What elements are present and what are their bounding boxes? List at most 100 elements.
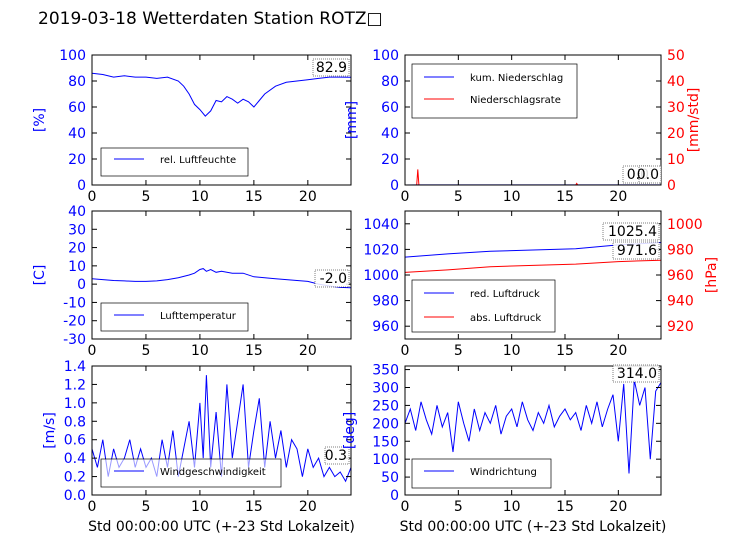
y2-tick-label: 940 — [667, 294, 694, 310]
y-axis-label: [deg] — [342, 412, 358, 449]
y-tick-label: 20 — [381, 152, 399, 168]
x-tick-label: 20 — [609, 499, 627, 515]
y2-tick-label: 1000 — [667, 217, 703, 233]
x-tick-label: 15 — [245, 189, 263, 205]
series-line — [91, 72, 352, 117]
y-tick-label: 300 — [372, 381, 399, 397]
y-tick-label: 0.6 — [64, 433, 86, 449]
x-tick-label: 20 — [609, 189, 627, 205]
value-annotation: 82.9 — [316, 60, 347, 76]
y-tick-label: 30 — [68, 222, 86, 238]
y2-tick-label: 920 — [667, 319, 694, 335]
x-tick-label: 10 — [191, 189, 209, 205]
series-line — [404, 259, 662, 273]
series-line — [405, 169, 661, 186]
value-annotation: 1025.4 — [608, 224, 657, 240]
x-tick-label: 0 — [401, 499, 410, 515]
y-tick-label: 350 — [372, 363, 399, 379]
y-tick-label: 1020 — [363, 242, 399, 258]
y-tick-label: 1040 — [363, 217, 399, 233]
legend-label: rel. Luftfeuchte — [160, 155, 236, 166]
y-tick-label: 80 — [381, 74, 399, 90]
x-tick-label: 10 — [503, 343, 521, 359]
y2-tick-label: 20 — [667, 126, 685, 142]
y-tick-label: 1.2 — [64, 377, 86, 393]
plot-frame — [91, 54, 352, 186]
x-tick-label: 0 — [88, 189, 97, 205]
legend-box — [100, 302, 249, 332]
y-tick-label: 960 — [372, 319, 399, 335]
y-tick-label: 80 — [68, 74, 86, 90]
x-tick-label: 0 — [401, 189, 410, 205]
plot-frame — [404, 54, 662, 186]
y-tick-label: 0.2 — [64, 470, 86, 486]
panel-windspeed: Windgeschwindigkeit 0 5 10 15 20 0.0 0.2 0.4 0.6… — [42, 359, 355, 535]
value-annotation-box — [612, 364, 660, 383]
value-annotation-box — [314, 269, 350, 288]
legend-box — [411, 458, 552, 489]
y2-tick-label: 980 — [667, 242, 694, 258]
y-tick-label: 20 — [68, 241, 86, 257]
y-tick-label: 50 — [381, 470, 399, 486]
y-tick-label: 20 — [68, 152, 86, 168]
y-axis-label: [C] — [32, 265, 48, 286]
y-tick-label: 100 — [59, 48, 86, 64]
legend-label: abs. Luftdruck — [470, 313, 541, 324]
x-tick-label: 0 — [401, 343, 410, 359]
legend-label: Niederschlagsrate — [470, 95, 561, 106]
y-tick-label: 1000 — [363, 268, 399, 284]
y-tick-label: -30 — [63, 332, 86, 348]
x-tick-label: 20 — [299, 343, 317, 359]
y2-tick-label: 10 — [667, 152, 685, 168]
y-tick-label: 40 — [381, 126, 399, 142]
figure-title: 2019-03-18 Wetterdaten Station ROTZ□ — [38, 9, 383, 29]
y-tick-label: -10 — [63, 295, 86, 311]
y-tick-label: 1.0 — [64, 396, 86, 412]
panel-humidity: rel. Luftfeuchte 0 5 10 15 20 0 20 40 60 80 100 [%]… — [32, 48, 352, 205]
y-tick-label: 100 — [372, 48, 399, 64]
value-annotation-box — [324, 446, 350, 465]
panel-temperature: Lufttemperatur 0 5 10 15 20 -30 -20 -10 0 10 20 30 4… — [32, 204, 352, 359]
value-annotation: 0.0 — [637, 167, 659, 183]
legend-box — [100, 458, 282, 488]
x-tick-label: 20 — [609, 343, 627, 359]
x-tick-label: 10 — [191, 343, 209, 359]
x-tick-label: 5 — [454, 343, 463, 359]
y2-axis-label: [mm/std] — [686, 88, 702, 153]
value-annotation-box — [312, 58, 350, 77]
x-tick-label: 0 — [88, 499, 97, 515]
x-tick-label: 15 — [556, 499, 574, 515]
y-tick-label: 0 — [77, 178, 86, 194]
x-tick-label: 10 — [503, 499, 521, 515]
plot-frame — [91, 365, 352, 496]
value-annotation-box — [602, 222, 660, 241]
x-tick-label: 5 — [141, 343, 150, 359]
value-annotation-box — [638, 165, 662, 184]
y-tick-label: 0.4 — [64, 451, 86, 467]
y2-tick-label: 0 — [667, 178, 676, 194]
legend-label: kum. Niederschlag — [470, 73, 563, 84]
plot-frame — [91, 210, 352, 340]
x-tick-label: 5 — [141, 189, 150, 205]
legend-box — [411, 63, 578, 119]
legend-label: Windrichtung — [470, 467, 537, 478]
y2-tick-label: 50 — [667, 48, 685, 64]
x-tick-label: 0 — [88, 343, 97, 359]
y2-tick-label: 30 — [667, 100, 685, 116]
y-tick-label: 60 — [381, 100, 399, 116]
y-tick-label: 40 — [68, 204, 86, 220]
y-axis-label: [m/s] — [42, 412, 58, 449]
panel-winddirection: Windrichtung 0 5 10 15 200501001502002503003… — [342, 363, 666, 535]
y-axis-label: [%] — [32, 108, 48, 132]
y-tick-label: 980 — [372, 294, 399, 310]
x-tick-label: 15 — [245, 499, 263, 515]
y-tick-label: 1.4 — [64, 359, 86, 375]
x-tick-label: 20 — [299, 189, 317, 205]
x-tick-label: 10 — [191, 499, 209, 515]
y-tick-label: 200 — [372, 416, 399, 432]
y-tick-label: 60 — [68, 100, 86, 116]
y-tick-label: 10 — [68, 259, 86, 275]
legend-box — [411, 279, 556, 333]
y-tick-label: 150 — [372, 434, 399, 450]
